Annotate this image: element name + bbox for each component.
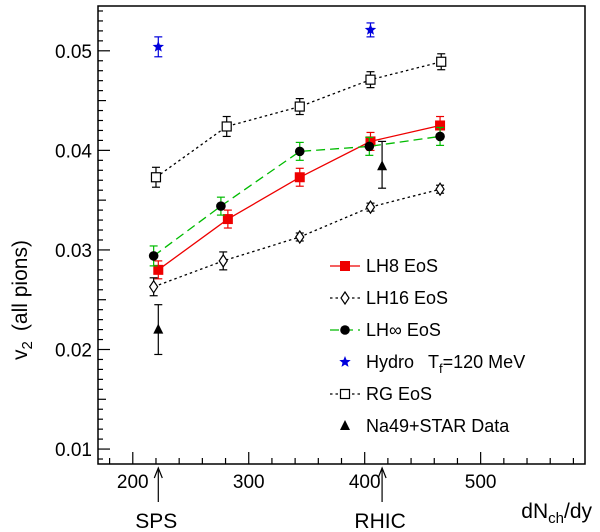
annotation-arrowhead (153, 466, 163, 479)
legend-entry-5: Na49+STAR Data (340, 416, 510, 436)
legend-label: Hydro Tf=120 MeV (366, 352, 525, 376)
legend-label-main: Hydro (366, 352, 414, 372)
data-point (150, 172, 162, 183)
data-point (294, 146, 305, 157)
legend-entry-2: LH∞ EoS (330, 320, 441, 340)
x-tick-label: 500 (465, 472, 497, 493)
data-point (295, 229, 305, 245)
series-4 (150, 53, 447, 188)
series-0 (153, 115, 446, 280)
legend-marker (340, 325, 350, 335)
legend-label: LH16 EoS (366, 288, 448, 308)
legend-marker (339, 388, 351, 400)
y-axis-title-sub: 2 (19, 341, 36, 349)
data-point (218, 253, 228, 268)
series-1 (148, 182, 445, 297)
data-point (365, 136, 376, 147)
y-axis-title-tail: (all pions) (9, 240, 32, 331)
legend-label-main: LH8 EoS (366, 256, 438, 276)
data-point (435, 131, 445, 142)
data-point (216, 201, 226, 211)
series-2 (148, 126, 445, 267)
legend-label: RG EoS (366, 384, 432, 404)
data-point (435, 182, 445, 197)
annotation-1: RHIC (354, 466, 406, 532)
data-point (222, 214, 233, 225)
legend-marker (340, 420, 350, 430)
data-point (294, 172, 305, 183)
legend-label: LH∞ EoS (366, 320, 441, 340)
annotation-arrowhead (377, 466, 387, 479)
annotation-label: SPS (135, 510, 177, 532)
data-point (435, 120, 446, 131)
x-tick-label: 200 (117, 472, 149, 493)
legend-marker (339, 356, 351, 367)
series-5 (153, 140, 388, 356)
y-tick-label: 0.01 (55, 440, 92, 461)
data-point (294, 101, 305, 112)
y-tick-label: 0.04 (55, 141, 92, 162)
legend-label-main: RG EoS (366, 384, 432, 404)
y-axis-title: v2 (all pions) (9, 240, 36, 360)
legend-label-main: Na49+STAR Data (366, 416, 510, 436)
y-tick-label: 0.02 (55, 341, 92, 362)
y-tick-label: 0.03 (55, 241, 92, 262)
data-point (364, 23, 377, 35)
x-axis-title: dNch/dy (521, 500, 592, 527)
annotation-label: RHIC (354, 510, 405, 532)
legend-label-tail: T (428, 352, 439, 372)
legend: LH8 EoS LH16 EoS LH∞ EoS Hydro Tf=120 MeV RG … (330, 256, 525, 436)
legend-label: LH8 EoS (366, 256, 438, 276)
x-tick-label: 400 (349, 472, 381, 493)
data-point (365, 74, 376, 85)
legend-label: Na49+STAR Data (366, 416, 510, 436)
series-line (153, 135, 441, 257)
x-axis-title-main: dN (521, 500, 548, 523)
data-point (148, 279, 159, 294)
data-point (152, 40, 164, 52)
data-point (377, 160, 388, 171)
data-point (365, 200, 376, 215)
x-axis-title-sub: ch (548, 510, 564, 527)
data-point (153, 264, 164, 275)
legend-entry-1: LH16 EoS (330, 288, 448, 308)
data-point (364, 141, 375, 152)
legend-entry-0: LH8 EoS (330, 256, 438, 276)
y-axis-title-main: v (9, 349, 32, 360)
data-point (148, 251, 159, 261)
energy-annotations: SPS RHIC (135, 466, 406, 532)
y-tick-label: 0.05 (55, 42, 92, 63)
annotation-0: SPS (135, 466, 177, 532)
data-point (436, 56, 447, 67)
legend-marker (340, 290, 350, 306)
x-tick-label: 300 (233, 472, 265, 493)
legend-label-main: LH16 EoS (366, 288, 448, 308)
data-point (153, 323, 164, 334)
series-3 (152, 22, 377, 58)
x-axis-title-tail: /dy (564, 500, 593, 523)
legend-entry-3: Hydro Tf=120 MeV (339, 352, 525, 376)
legend-entry-4: RG EoS (330, 384, 432, 404)
legend-label-rest: =120 MeV (443, 352, 526, 372)
series-layer (148, 22, 447, 356)
axis-ticks: 200 300 400 500 0.01 0.02 0.03 0.04 0.05 (55, 10, 575, 493)
legend-label-sub: f (439, 361, 443, 376)
legend-label-main: LH∞ EoS (366, 320, 441, 340)
data-point (221, 121, 232, 132)
legend-marker (340, 261, 350, 271)
